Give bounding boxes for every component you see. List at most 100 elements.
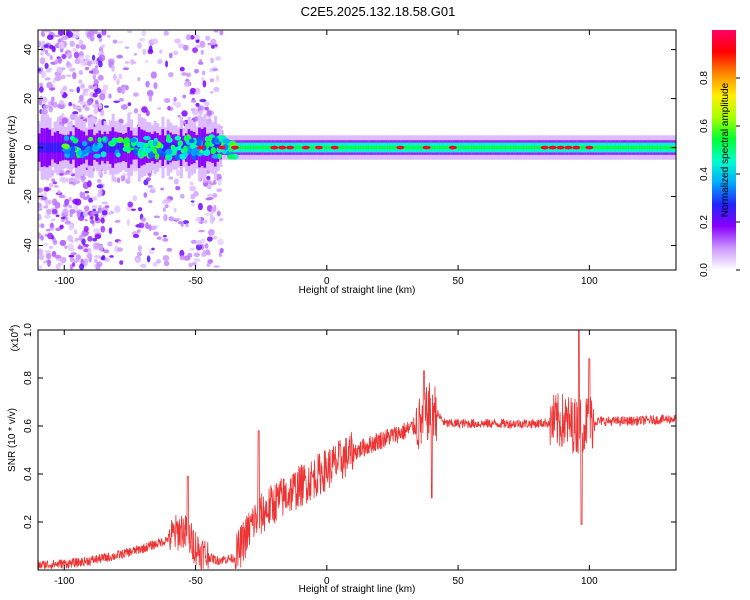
spectrogram-cell xyxy=(62,208,69,215)
colorbar-label: Normalized spectral amplitude xyxy=(720,82,731,217)
spectrogram-cell xyxy=(156,147,162,154)
spectrogram-cell xyxy=(92,92,98,98)
spectrogram-cell xyxy=(38,40,43,47)
spectrogram-cell xyxy=(216,188,223,192)
spectrogram-cell xyxy=(40,235,44,241)
spectrogram-cell xyxy=(497,146,501,150)
spectrogram-cell xyxy=(76,210,81,218)
spectrogram-cell xyxy=(460,146,464,150)
spectrogram-cell xyxy=(248,146,252,150)
spectrogram-cell xyxy=(78,70,83,76)
spectrogram-cell xyxy=(91,204,98,210)
y-tick-label: 0.2 xyxy=(23,515,34,529)
spectrogram-cell xyxy=(84,219,88,222)
spectrogram-cell xyxy=(431,146,435,150)
spectrogram-cell xyxy=(465,146,470,150)
spectrogram-cell xyxy=(99,93,106,101)
spectrogram-cell xyxy=(119,260,124,265)
spectrogram-cell xyxy=(116,78,120,85)
spectrogram-cell xyxy=(193,115,199,122)
spectrogram-cell xyxy=(136,251,143,257)
spectrogram-cell xyxy=(78,39,84,46)
spectrogram-cell xyxy=(80,258,84,264)
spectrogram-cell xyxy=(179,193,185,199)
spectrogram-cell xyxy=(358,146,362,150)
spectrogram-y-ticks: -40 -20 0 20 40 xyxy=(23,44,676,253)
spectrogram-cell xyxy=(38,253,45,261)
spectrogram-frame xyxy=(37,29,677,271)
spectrogram-cell xyxy=(190,200,195,203)
spectrogram-cell xyxy=(197,202,203,211)
x-tick-label: 100 xyxy=(581,576,598,587)
spectrogram-x-ticks: -100 -50 0 50 100 xyxy=(54,30,598,287)
spectrogram-cell xyxy=(86,253,93,259)
spectrogram-cell xyxy=(120,104,128,110)
spectrogram-cell xyxy=(83,225,89,232)
spectrogram-cell xyxy=(59,99,64,105)
spectrogram-cell xyxy=(72,103,76,107)
spectrogram-cell xyxy=(350,146,354,150)
spectrogram-cell xyxy=(88,197,94,203)
spectrogram-cell xyxy=(182,94,187,99)
spectrogram-cell xyxy=(623,146,627,150)
spectrogram-cell xyxy=(42,99,47,104)
spectrogram-cell xyxy=(641,146,645,150)
spectrogram-cell xyxy=(69,67,76,72)
spectrogram-cell xyxy=(156,259,162,264)
spectrogram-cell xyxy=(43,191,47,197)
spectrogram-cell xyxy=(122,173,126,177)
spectrogram-cell xyxy=(54,254,62,259)
spectrogram-cell xyxy=(215,56,222,61)
spectrogram-cell xyxy=(578,146,582,150)
spectrogram-cell xyxy=(196,91,201,95)
spectrogram-cell xyxy=(510,146,514,150)
spectrogram-cell xyxy=(210,38,217,46)
spectrogram-cell xyxy=(108,227,113,235)
spectrogram-cell xyxy=(245,146,249,150)
spectrogram-cell xyxy=(141,106,148,113)
y-tick-label: 0 xyxy=(23,144,34,150)
spectrogram-cell xyxy=(55,214,60,218)
spectrogram-cell xyxy=(203,101,210,107)
spectrogram-cell xyxy=(93,264,97,268)
spectrogram-cell xyxy=(418,146,422,150)
spectrogram-cell xyxy=(471,146,475,150)
spectrogram-cell xyxy=(157,152,165,158)
spectrogram-cell xyxy=(77,245,84,250)
spectrogram-cell xyxy=(258,146,262,150)
spectrogram-cell xyxy=(198,229,205,233)
spectrogram-cell xyxy=(126,218,131,227)
spectrogram-cell xyxy=(489,146,493,150)
spectrogram-cell xyxy=(103,249,110,254)
spectrogram-cell xyxy=(79,94,84,102)
spectrogram-cell xyxy=(513,146,517,150)
spectrogram-cell xyxy=(665,146,669,150)
spectrogram-cell xyxy=(51,178,56,182)
spectrogram-cell xyxy=(39,52,44,56)
spectrogram-cell xyxy=(494,146,498,150)
spectrogram-cell xyxy=(97,74,104,81)
spectrogram-cell xyxy=(261,146,265,150)
spectrogram-cell xyxy=(202,219,208,224)
spectrogram-cell xyxy=(68,89,75,92)
spectrogram-cell xyxy=(182,220,189,225)
spectrogram-cell xyxy=(150,226,157,231)
spectrogram-cell xyxy=(384,146,388,150)
snr-y-label: SNR (10 * v/v) xyxy=(7,408,18,472)
spectrogram-cell xyxy=(145,147,151,154)
spectrogram-cell xyxy=(46,34,54,41)
colorbar-tick-label: 0.2 xyxy=(699,215,710,229)
spectrogram-cell xyxy=(145,80,150,88)
spectrogram-cell xyxy=(162,234,167,238)
spectrogram-cell xyxy=(111,64,115,72)
spectrogram-cell xyxy=(534,146,538,150)
spectrogram-cell xyxy=(62,176,66,184)
spectrogram-cell xyxy=(55,72,60,79)
spectrogram-cell xyxy=(166,247,173,252)
spectrogram-cell xyxy=(141,217,147,222)
spectrogram-cell xyxy=(117,40,124,44)
y-tick-label: -20 xyxy=(23,189,34,204)
spectrogram-cell xyxy=(81,140,88,147)
spectrogram-cell xyxy=(216,74,220,82)
spectrogram-cell xyxy=(263,146,267,150)
